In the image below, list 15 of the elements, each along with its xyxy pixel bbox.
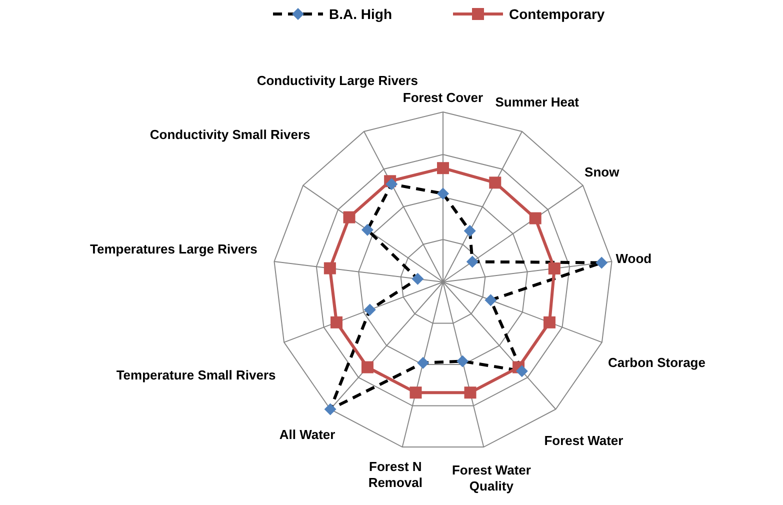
spoke-label: Forest Water bbox=[544, 432, 624, 448]
spoke-label: All Water bbox=[279, 427, 336, 442]
legend-label: Contemporary bbox=[509, 6, 605, 22]
spoke-label: Forest Water Quality bbox=[452, 462, 531, 494]
spoke-label: Conductivity Small Rivers bbox=[150, 127, 310, 142]
spoke-label: Forest Cover bbox=[402, 90, 484, 105]
spoke-label: Wood bbox=[616, 250, 652, 266]
spoke-label: Conductivity Large Rivers bbox=[256, 72, 418, 88]
spoke-label: Temperature Small Rivers bbox=[116, 368, 276, 383]
spoke-label: Snow bbox=[584, 164, 620, 180]
spoke-label: Carbon Storage bbox=[608, 355, 706, 370]
spoke-label: Forest N Removal bbox=[368, 459, 423, 490]
spoke-label: Temperatures Large Rivers bbox=[90, 241, 258, 256]
spoke-label: Summer Heat bbox=[495, 94, 580, 110]
legend-label: B.A. High bbox=[329, 6, 392, 22]
